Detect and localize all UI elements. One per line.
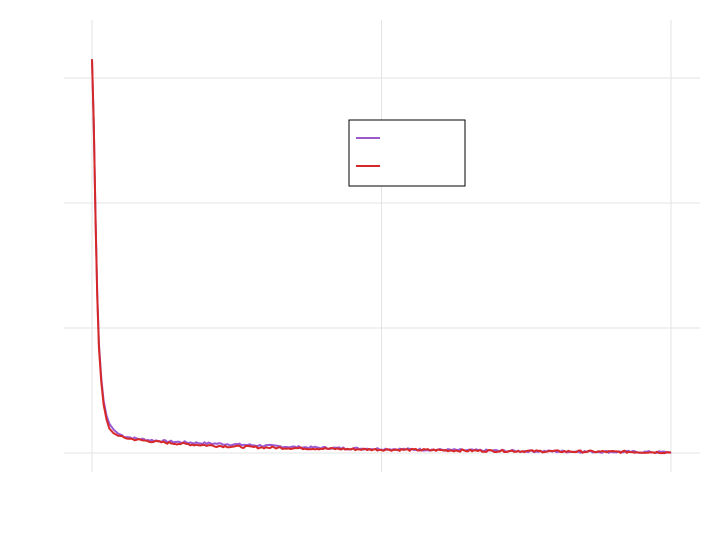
series-lines — [91, 59, 672, 455]
legend — [348, 119, 466, 187]
legend-box — [348, 119, 466, 187]
series-line-1 — [91, 59, 672, 455]
